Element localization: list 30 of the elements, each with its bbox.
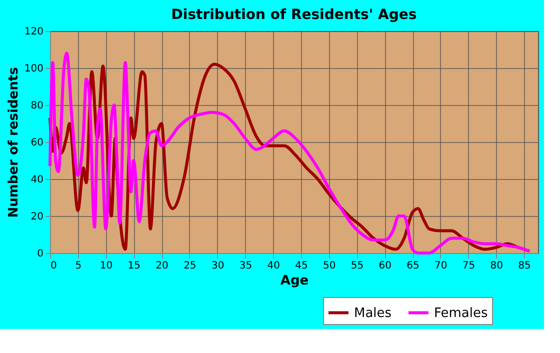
x-tick-label: 5 xyxy=(75,260,82,272)
x-tick-label: 50 xyxy=(322,260,336,272)
x-tick-label: 0 xyxy=(50,260,57,272)
y-tick-label: 80 xyxy=(30,100,44,112)
x-tick-label: 20 xyxy=(156,260,168,272)
chart-title: Distribution of Residents' Ages xyxy=(171,7,417,23)
y-tick-label: 40 xyxy=(30,174,44,186)
legend-label: Males xyxy=(354,306,392,321)
x-tick-label: 30 xyxy=(211,260,224,272)
x-tick-label: 10 xyxy=(100,260,113,272)
y-axis-title: Number of residents xyxy=(6,66,22,218)
y-tick-label: 0 xyxy=(37,248,44,260)
y-tick-label: 120 xyxy=(24,26,44,38)
y-tick-label: 100 xyxy=(24,64,44,74)
x-tick-label: 55 xyxy=(350,260,364,272)
x-tick-label: 35 xyxy=(239,260,252,272)
x-tick-label: 80 xyxy=(490,260,504,272)
legend-label: Females xyxy=(434,306,488,321)
x-tick-label: 45 xyxy=(295,260,308,272)
x-tick-label: 70 xyxy=(434,260,448,272)
x-tick-label: 85 xyxy=(518,260,531,272)
y-tick-label: 60 xyxy=(30,138,44,148)
x-axis-title: Age xyxy=(280,274,309,288)
y-tick-label: 20 xyxy=(30,212,44,222)
x-tick-label: 60 xyxy=(378,260,392,272)
x-tick-label: 75 xyxy=(462,260,476,272)
x-tick-label: 40 xyxy=(267,260,280,272)
x-tick-label: 65 xyxy=(406,260,420,272)
x-tick-label: 25 xyxy=(184,260,196,272)
x-tick-label: 15 xyxy=(128,260,141,272)
